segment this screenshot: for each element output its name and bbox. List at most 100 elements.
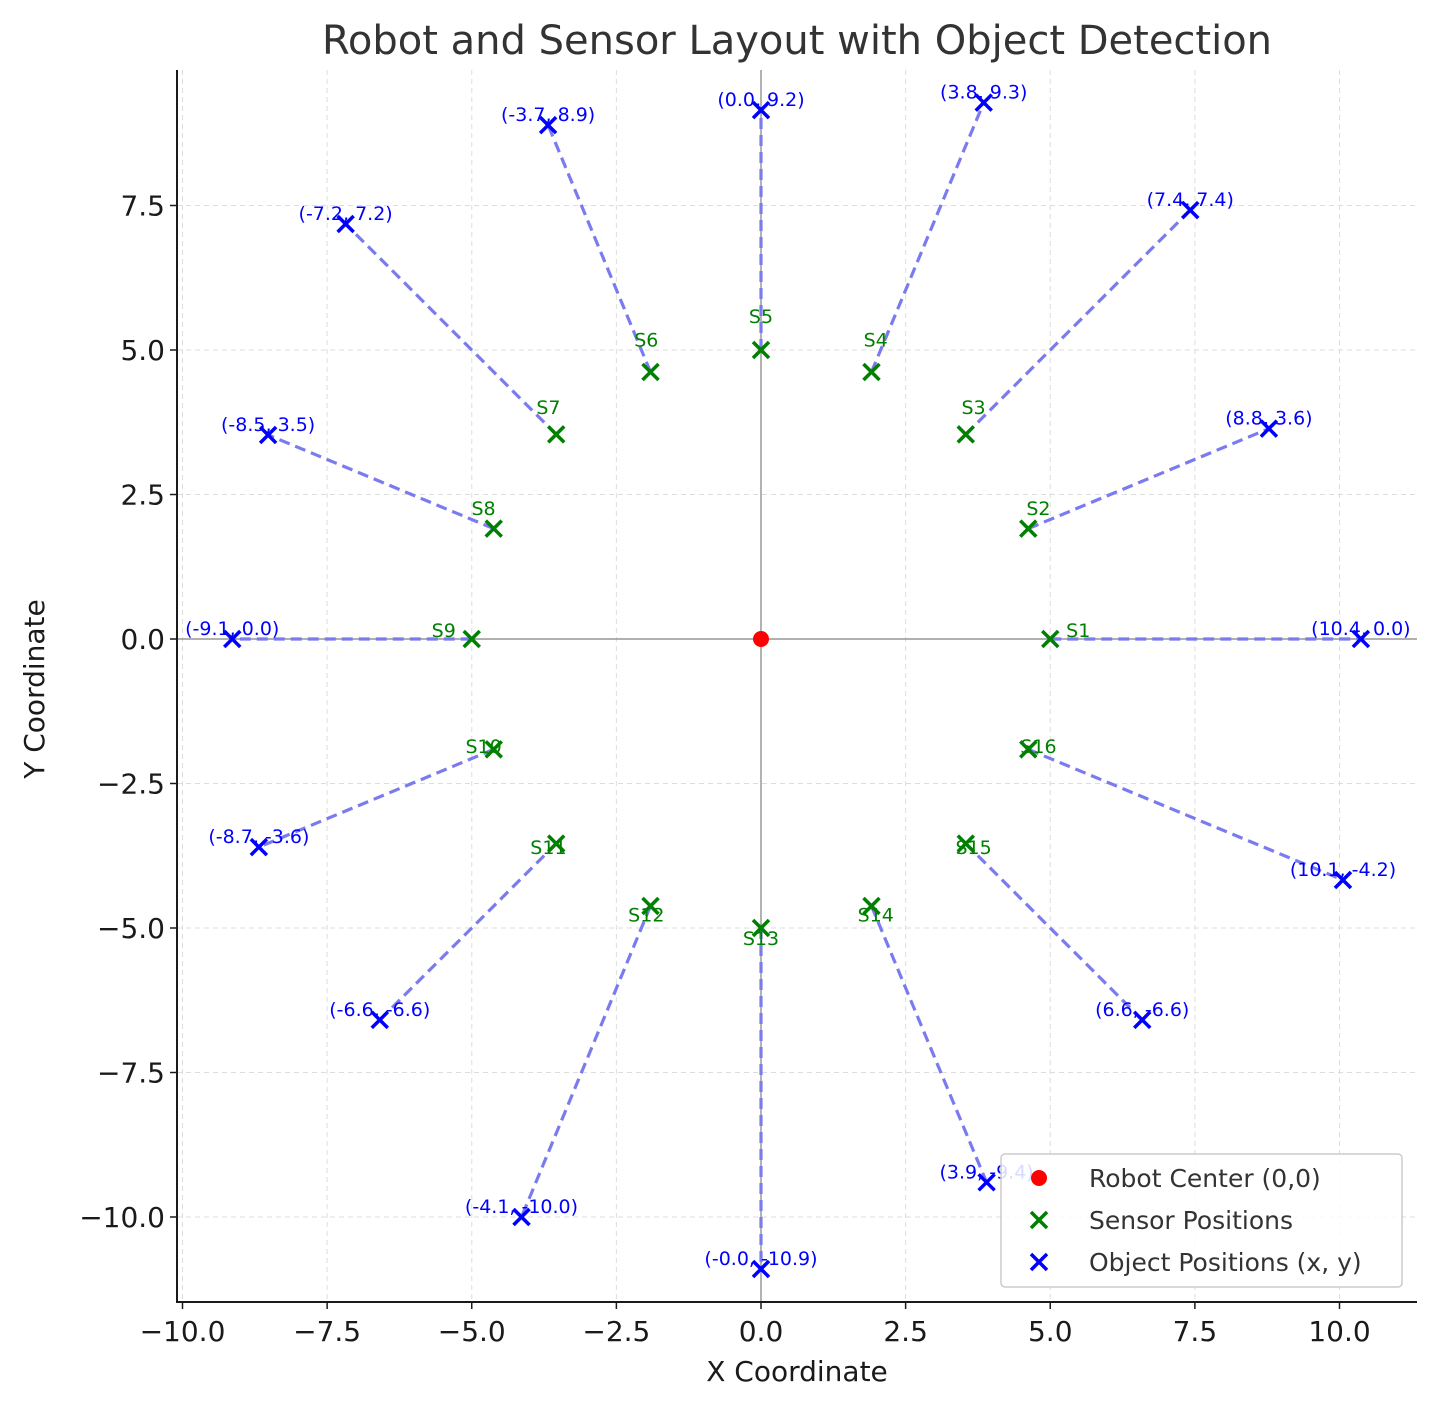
sensor-marker-15 bbox=[956, 834, 976, 853]
object-marker-13 bbox=[751, 1259, 771, 1279]
y-tick-label-6: 5.0 bbox=[120, 334, 165, 367]
y-axis-label: Y Coordinate bbox=[18, 599, 51, 780]
sensor-marker-11-stroke-b bbox=[546, 834, 566, 853]
zero-axes bbox=[177, 70, 1417, 1302]
sensor-marker-7-stroke-b bbox=[546, 425, 566, 444]
sensor-marker-2 bbox=[1019, 519, 1038, 538]
object-marker-2-stroke-b bbox=[1259, 419, 1279, 438]
object-label-8: (-8.5, 3.5) bbox=[221, 414, 315, 436]
y-tick-label-0: −10.0 bbox=[79, 1201, 165, 1234]
sensor-marker-3-stroke-b bbox=[956, 425, 976, 444]
sensor-marker-10 bbox=[484, 740, 503, 759]
object-marker-6 bbox=[538, 115, 558, 135]
object-label-10: (-8.7, -3.6) bbox=[208, 826, 309, 848]
object-marker-4-stroke-b bbox=[974, 93, 993, 112]
sensor-label-2: S2 bbox=[1026, 498, 1050, 520]
sensor-label-1: S1 bbox=[1066, 620, 1090, 642]
detection-line-6 bbox=[546, 124, 652, 373]
object-label-15: (6.6, -6.6) bbox=[1095, 999, 1189, 1021]
detection-line-11 bbox=[378, 842, 558, 1022]
sensor-marker-15-stroke-b bbox=[956, 834, 976, 853]
legend-sensor-label: Sensor Positions bbox=[1089, 1206, 1293, 1235]
sensor-marker-12 bbox=[641, 896, 660, 916]
x-tick-label-4: 0.0 bbox=[739, 1315, 784, 1348]
legend: Robot Center (0,0) Sensor Positions Obje… bbox=[1000, 1153, 1403, 1288]
legend-robot-label: Robot Center (0,0) bbox=[1089, 1164, 1321, 1193]
object-label-11: (-6.6, -6.6) bbox=[329, 999, 430, 1021]
object-label-6: (-3.7, 8.9) bbox=[501, 104, 595, 126]
object-label-3: (7.4, 7.4) bbox=[1147, 189, 1234, 211]
detection-line-10 bbox=[258, 747, 495, 849]
sensor-label-15: S15 bbox=[955, 837, 991, 859]
object-marker-8-stroke-b bbox=[258, 425, 278, 445]
sensor-marker-1 bbox=[1041, 629, 1060, 649]
object-marker-11-stroke-b bbox=[370, 1010, 390, 1030]
object-marker-1-stroke-b bbox=[1351, 629, 1371, 649]
y-tick-label-1: −7.5 bbox=[97, 1057, 165, 1090]
detection-line-4 bbox=[870, 102, 986, 373]
object-label-7: (-7.2, 7.2) bbox=[299, 203, 393, 225]
object-label-12: (-4.1, -10.0) bbox=[465, 1196, 578, 1218]
axis-spines bbox=[176, 70, 1417, 1303]
sensor-label-16: S16 bbox=[1020, 736, 1056, 758]
x-tick-label-5: 2.5 bbox=[883, 1315, 928, 1348]
y-tick-label-3: −2.5 bbox=[97, 768, 165, 801]
detection-line-12 bbox=[520, 905, 652, 1218]
sensor-marker-10-stroke-b bbox=[484, 740, 503, 759]
x-tick-label-2: −5.0 bbox=[438, 1315, 506, 1348]
sensor-marker-8-stroke-b bbox=[484, 519, 503, 538]
detection-lines bbox=[232, 102, 1361, 1270]
x-tick-label-7: 7.5 bbox=[1173, 1315, 1218, 1348]
sensor-marker-9 bbox=[462, 629, 481, 649]
sensor-marker-16 bbox=[1019, 740, 1038, 759]
sensor-label-12: S12 bbox=[628, 904, 664, 926]
sensor-label-3: S3 bbox=[961, 397, 985, 419]
sensor-marker-9-stroke-b bbox=[462, 629, 481, 649]
object-marker-8 bbox=[258, 425, 278, 445]
sensor-marker-8 bbox=[484, 519, 503, 538]
object-marker-16 bbox=[1333, 870, 1353, 890]
object-marker-14-stroke-b bbox=[977, 1173, 996, 1192]
object-marker-15-stroke-b bbox=[1132, 1010, 1152, 1030]
object-label-5: (0.0, 9.2) bbox=[717, 89, 804, 111]
sensor-marker-6 bbox=[641, 362, 660, 382]
object-marker-3-stroke-b bbox=[1181, 200, 1200, 220]
object-marker-10 bbox=[249, 837, 269, 857]
sensor-marker-14-stroke-b bbox=[862, 896, 881, 916]
sensor-markers: S1 S2 S3 S4 S5 S6 S7 S8 S9 S10 S11 S12 S13 S14 S15 S16 bbox=[432, 306, 1091, 950]
sensor-marker-7 bbox=[546, 425, 566, 444]
x-axis-label: X Coordinate bbox=[706, 1355, 888, 1388]
y-tick-label-4: 0.0 bbox=[120, 623, 165, 656]
object-marker-11 bbox=[370, 1010, 390, 1030]
sensor-marker-5 bbox=[751, 340, 771, 360]
legend-object-marker bbox=[1029, 1252, 1049, 1272]
object-marker-15 bbox=[1132, 1010, 1152, 1030]
sensor-marker-11 bbox=[546, 834, 566, 853]
object-marker-12 bbox=[512, 1207, 531, 1227]
object-marker-2 bbox=[1259, 419, 1279, 438]
object-marker-7-stroke-b bbox=[336, 214, 355, 234]
sensor-marker-12-stroke-b bbox=[641, 896, 660, 916]
sensor-label-14: S14 bbox=[858, 904, 894, 926]
object-marker-4 bbox=[974, 93, 993, 112]
sensor-label-13: S13 bbox=[743, 928, 779, 950]
sensor-marker-13-stroke-b bbox=[751, 918, 771, 938]
x-tick-label-3: −2.5 bbox=[582, 1315, 650, 1348]
y-tick-label-2: −5.0 bbox=[97, 912, 165, 945]
sensor-marker-3 bbox=[956, 425, 976, 444]
y-tick-label-7: 7.5 bbox=[120, 190, 165, 223]
sensor-marker-1-stroke-b bbox=[1041, 629, 1060, 649]
object-label-2: (8.8, 3.6) bbox=[1225, 408, 1312, 430]
detection-line-2 bbox=[1027, 427, 1270, 531]
robot-center-point bbox=[753, 631, 769, 647]
x-tick-label-8: 10.0 bbox=[1308, 1315, 1370, 1348]
sensor-label-5: S5 bbox=[749, 306, 773, 328]
grid bbox=[177, 70, 1417, 1302]
sensor-marker-14 bbox=[862, 896, 881, 916]
sensor-marker-6-stroke-b bbox=[641, 362, 660, 382]
legend-object-label: Object Positions (x, y) bbox=[1089, 1248, 1362, 1277]
detection-line-14 bbox=[870, 905, 989, 1183]
sensor-label-9: S9 bbox=[432, 620, 456, 642]
tick-labels: −10.0 −7.5 −5.0 −2.5 0.0 2.5 5.0 7.5 10.0 −10.0 −7… bbox=[79, 190, 1370, 1349]
